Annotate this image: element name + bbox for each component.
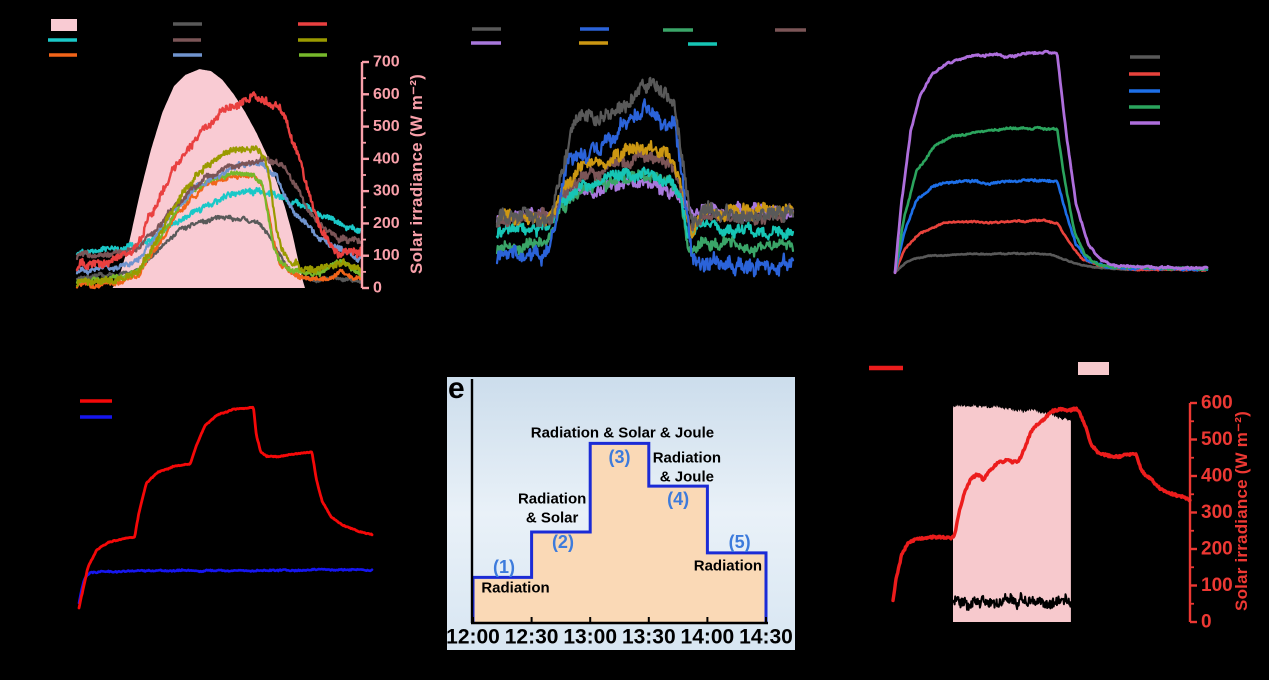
a-tick-label: 100 [373, 247, 400, 264]
phase-number-annotation: (2) [552, 532, 574, 552]
a-tick-label: 0 [373, 280, 382, 297]
olive-curve [75, 145, 364, 287]
panel-d [77, 399, 374, 610]
a-tick-label: 200 [373, 215, 400, 232]
phase-label-annotation: & Joule [660, 469, 714, 486]
phase-label-annotation: Radiation [518, 491, 586, 508]
red-temperature-curve [891, 406, 1192, 603]
f-legend-swatch-1 [1078, 362, 1109, 375]
red-curve [75, 91, 364, 272]
phase-label-annotation: & Solar [526, 510, 579, 527]
mode-schedule-fill [473, 443, 766, 622]
panel-a-solar-irradiance-axis-title: Solar irradiance (W m⁻²) [407, 74, 426, 274]
panel-b [471, 27, 806, 278]
f-tick-label: 100 [1201, 575, 1233, 596]
panel-e-label: e [448, 372, 465, 405]
f-tick-label: 0 [1201, 612, 1212, 633]
phase-number-annotation: (3) [609, 447, 631, 467]
phase-label-annotation: Radiation & Solar & Joule [531, 425, 714, 442]
x-tick-label: 12:30 [505, 626, 559, 649]
blue-control-curve [77, 567, 374, 605]
gray-curve [75, 214, 364, 285]
f-tick-label: 200 [1201, 539, 1233, 560]
ambient-black-curve [952, 592, 1072, 611]
panel-f-solar-irradiance-axis-title: Solar irradiance (W m⁻²) [1232, 411, 1251, 611]
red-curve [893, 218, 1209, 275]
panel-e: 12:00 12:30 13:00 13:30 14:00 14:30 (1) Radiati… [446, 377, 795, 650]
x-tick-label: 13:00 [563, 626, 617, 649]
phase-label-annotation: Radiation [694, 558, 762, 575]
red-stepped-curve [77, 405, 374, 610]
a-tick-label: 400 [373, 150, 400, 167]
a-tick-label: 300 [373, 183, 400, 200]
a-tick-label: 500 [373, 118, 400, 135]
panel-f: 0 100 200 300 400 500 600 [869, 362, 1233, 633]
phase-number-annotation: (1) [493, 557, 515, 577]
phase-label-annotation: Radiation [481, 579, 549, 596]
x-tick-label: 12:00 [446, 626, 500, 649]
green-curve [893, 125, 1209, 274]
phase-label-annotation: Radiation [653, 449, 721, 466]
panel-a: 0 100 200 300 400 500 600 700 [48, 19, 400, 297]
purple-curve [893, 49, 1209, 275]
gray-curve [495, 76, 795, 229]
phase-number-annotation: (5) [729, 532, 751, 552]
a-tick-label: 600 [373, 86, 400, 103]
phase-number-annotation: (4) [667, 489, 689, 509]
f-tick-label: 400 [1201, 466, 1233, 487]
panel-c [893, 49, 1209, 275]
x-tick-label: 13:30 [622, 626, 676, 649]
blue-curve [495, 98, 795, 278]
f-tick-label: 500 [1201, 429, 1233, 450]
steelblue-curve [75, 160, 364, 275]
x-tick-label: 14:00 [681, 626, 735, 649]
mode-schedule-step-line [471, 441, 768, 622]
teal-curve [495, 166, 795, 241]
f-tick-label: 600 [1201, 393, 1233, 414]
solar-irradiance-window [953, 404, 1071, 622]
a-legend-swatch-0 [51, 19, 77, 31]
x-tick-label: 14:30 [739, 626, 793, 649]
a-tick-label: 700 [373, 54, 400, 71]
blue-curve [893, 178, 1209, 273]
f-tick-label: 300 [1201, 502, 1233, 523]
